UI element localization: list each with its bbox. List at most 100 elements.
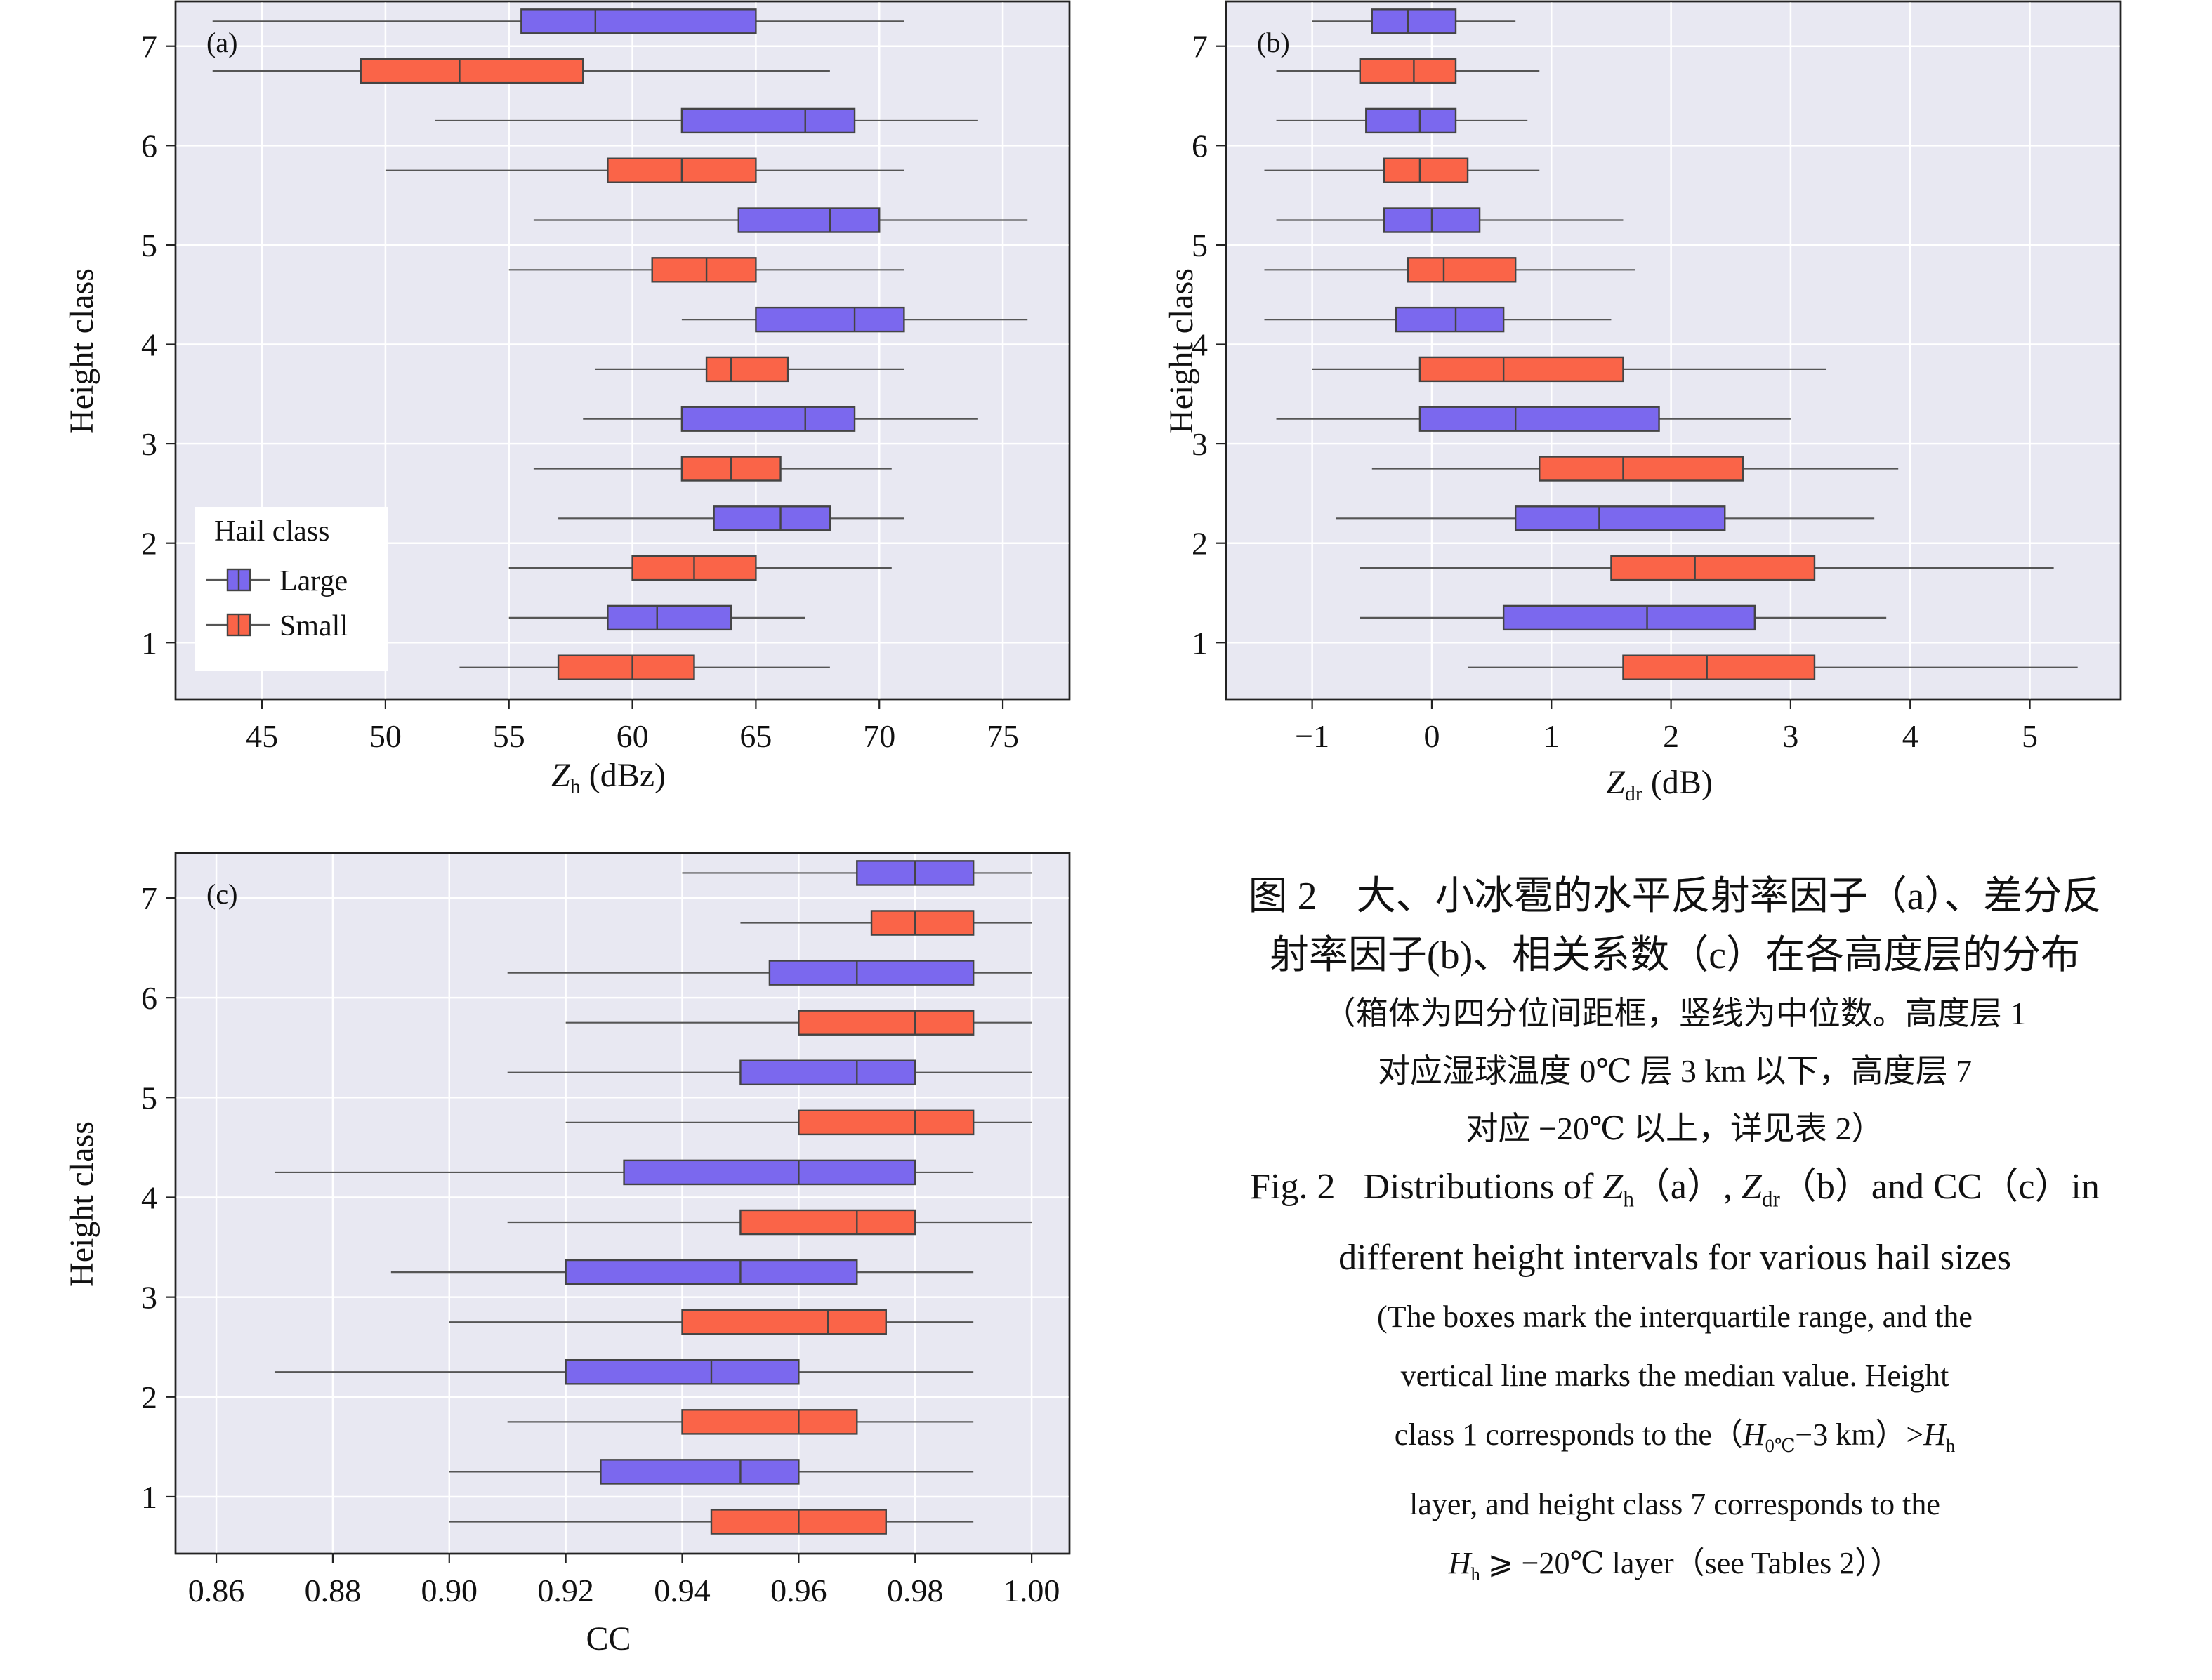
box-large-class-6 xyxy=(507,960,1032,986)
y-tick-label: 7 xyxy=(141,880,157,916)
figure-caption: 图 2 大、小冰雹的水平反射率因子（a）、差分反 射率因子(b)、相关系数（c）… xyxy=(1166,867,2184,1603)
box-small-class-7 xyxy=(212,58,830,84)
y-tick-label: 1 xyxy=(141,1479,157,1515)
iqr-box xyxy=(623,1159,916,1186)
x-tick-label: 3 xyxy=(1782,718,1798,754)
x-tick-label: 0.86 xyxy=(188,1573,245,1608)
iqr-box xyxy=(1502,604,1756,631)
caption-en-note-5: Hh ⩾ −20℃ layer（see Tables 2）） xyxy=(1166,1534,2184,1603)
caption-en-n5-rest: ⩾ −20℃ layer（see Tables 2）） xyxy=(1480,1546,1902,1581)
iqr-box xyxy=(1365,107,1457,134)
x-tick-label: 1.00 xyxy=(1003,1573,1060,1608)
box-large-class-6 xyxy=(435,107,978,134)
box-large-class-2 xyxy=(1336,505,1875,531)
box-large-class-7 xyxy=(682,860,1032,886)
y-tick-label: 3 xyxy=(1192,426,1208,462)
box-small-class-7 xyxy=(740,910,1032,936)
y-tick-label: 2 xyxy=(1192,526,1208,562)
x-axis-label-a: Zh (dBz) xyxy=(551,757,666,798)
x-tick-label: 0.90 xyxy=(421,1573,478,1608)
iqr-box xyxy=(681,1309,887,1335)
box-large-class-6 xyxy=(1276,107,1528,134)
box-small-class-1 xyxy=(459,654,830,680)
caption-en-n5-sub: h xyxy=(1470,1563,1480,1585)
x-tick-label: 1 xyxy=(1543,718,1560,754)
x-tick-label: −1 xyxy=(1295,718,1329,754)
caption-en-zdr-sub: dr xyxy=(1761,1186,1780,1212)
iqr-box xyxy=(651,257,757,283)
box-large-class-7 xyxy=(212,8,904,34)
chart-panel-c: 0.86 0.88 0.90 0.92 0.94 0.96 0.98 1.00 1 2 3 4 5 6 7 (… xyxy=(63,852,1071,1658)
box-small-class-3 xyxy=(533,456,892,482)
x-tick-label: 60 xyxy=(617,718,649,754)
x-axis-label-c: CC xyxy=(586,1620,631,1658)
iqr-box xyxy=(1610,555,1816,581)
y-tick-label: 2 xyxy=(141,1380,157,1415)
x-tick-label: 0.92 xyxy=(537,1573,594,1608)
y-tick-label: 3 xyxy=(141,1280,157,1316)
y-tick-label: 6 xyxy=(1192,128,1208,164)
box-large-class-4 xyxy=(681,306,1028,333)
caption-en-note-1: (The boxes mark the interquartile range,… xyxy=(1377,1299,1973,1335)
box-large-class-3 xyxy=(390,1259,974,1285)
caption-en-note-4: layer, and height class 7 corresponds to… xyxy=(1409,1487,1940,1522)
box-large-class-1 xyxy=(449,1459,974,1485)
y-tick-label: 5 xyxy=(1192,227,1208,263)
caption-en-note-3: class 1 corresponds to the（H0℃−3 km）>Hh xyxy=(1166,1405,2184,1475)
box-large-class-2 xyxy=(558,505,904,531)
y-tick-label: 4 xyxy=(141,1179,157,1215)
y-tick-label: 2 xyxy=(141,526,157,562)
iqr-box xyxy=(565,1259,858,1285)
legend-label-small: Small xyxy=(279,610,348,642)
caption-en-label: Fig. 2 xyxy=(1250,1167,1336,1207)
y-tick-label: 6 xyxy=(141,980,157,1016)
box-large-class-7 xyxy=(1312,8,1516,34)
box-small-class-6 xyxy=(565,1010,1032,1036)
iqr-box xyxy=(680,406,856,432)
iqr-box xyxy=(1539,456,1744,482)
x-tick-label: 70 xyxy=(863,718,895,754)
iqr-box xyxy=(1418,356,1624,383)
box-small-class-2 xyxy=(507,1409,974,1435)
box-large-class-1 xyxy=(1360,604,1887,631)
x-tick-label: 2 xyxy=(1663,718,1679,754)
iqr-box xyxy=(739,1209,916,1236)
iqr-box xyxy=(600,1459,800,1485)
x-tick-label: 0 xyxy=(1423,718,1440,754)
box-large-class-5 xyxy=(1276,207,1624,233)
caption-en-zh-sub: h xyxy=(1623,1186,1634,1212)
chart-panel-b: −1 0 1 2 3 4 5 1 2 3 4 5 6 7 (b) Zdr (dB) Height class xyxy=(1163,0,2122,805)
iqr-box xyxy=(755,306,905,333)
caption-en-n3-hh: H xyxy=(1923,1417,1947,1453)
caption-en-t1-c: （b）and CC（c）in xyxy=(1779,1167,2100,1207)
iqr-box xyxy=(1383,157,1469,183)
box-small-class-5 xyxy=(565,1109,1032,1136)
y-tick-label: 5 xyxy=(141,227,157,263)
iqr-box xyxy=(520,8,757,34)
box-small-class-4 xyxy=(595,356,904,383)
panel-label-c: (c) xyxy=(206,878,237,910)
box-small-class-5 xyxy=(508,257,904,283)
box-small-class-6 xyxy=(385,157,904,183)
iqr-box xyxy=(1514,505,1726,531)
legend-label-large: Large xyxy=(279,565,348,597)
caption-en-title-2: different height intervals for various h… xyxy=(1338,1238,2011,1278)
iqr-box xyxy=(1622,654,1816,680)
caption-en-n5-h: H xyxy=(1448,1546,1471,1581)
box-small-class-1 xyxy=(1468,654,2078,680)
box-small-class-4 xyxy=(1312,356,1827,383)
iqr-box xyxy=(739,1059,916,1086)
y-tick-label: 3 xyxy=(141,426,157,462)
iqr-box xyxy=(798,1010,975,1036)
box-small-class-5 xyxy=(1264,257,1635,283)
x-tick-label: 4 xyxy=(1902,718,1918,754)
y-tick-label: 7 xyxy=(141,29,157,65)
iqr-box xyxy=(768,960,975,986)
x-tick-label: 5 xyxy=(2022,718,2038,754)
iqr-box xyxy=(565,1358,800,1385)
box-large-class-3 xyxy=(583,406,978,432)
x-tick-label: 75 xyxy=(987,718,1019,754)
box-large-class-5 xyxy=(507,1059,1032,1086)
plot-frame-a xyxy=(174,0,1071,701)
